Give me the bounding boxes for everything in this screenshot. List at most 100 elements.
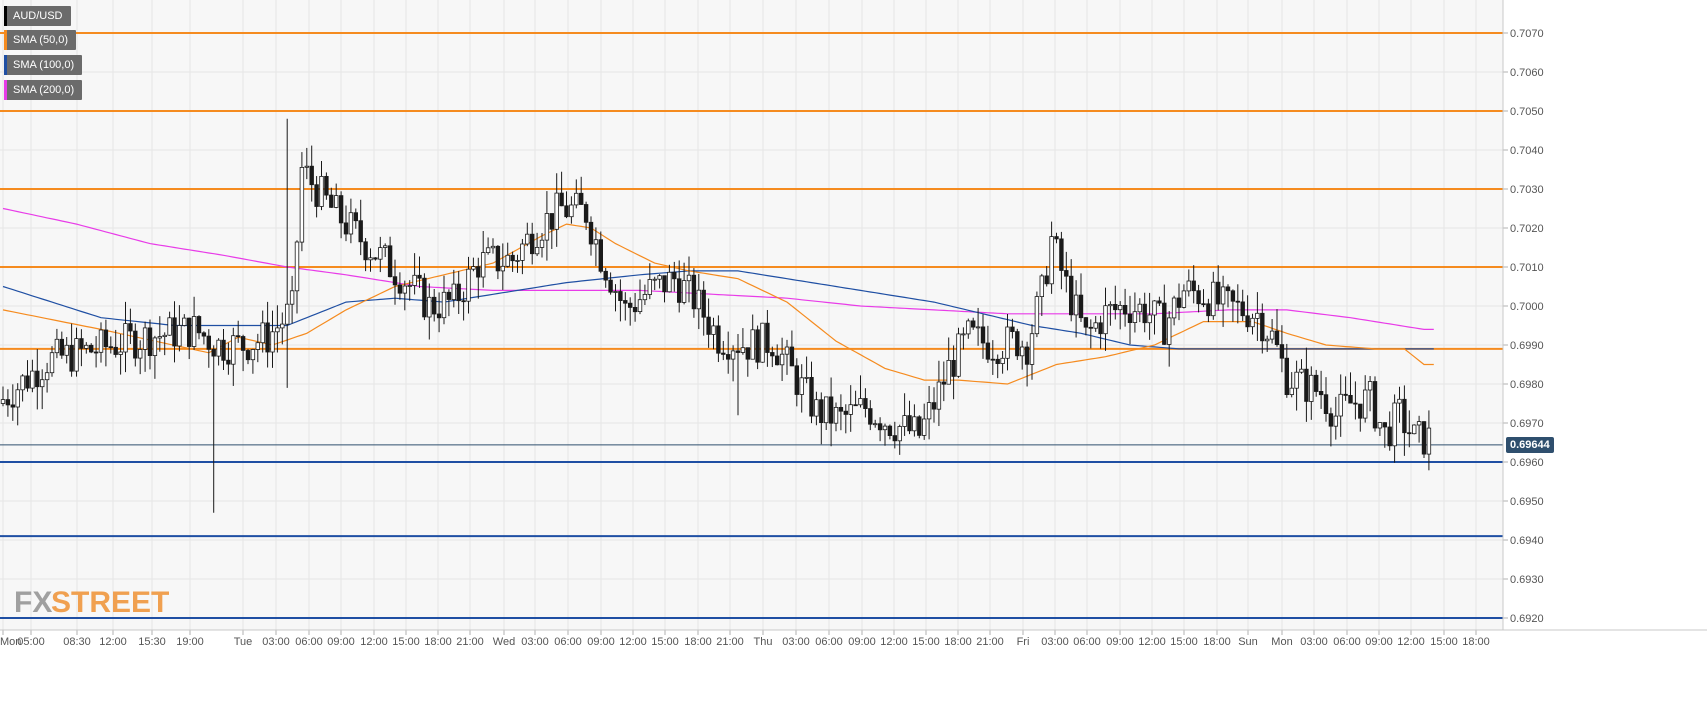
candle — [15, 383, 20, 426]
candle-body — [647, 279, 652, 295]
candle — [407, 280, 412, 301]
candle-body — [314, 184, 319, 207]
candle — [691, 268, 697, 318]
candle-body — [1176, 297, 1182, 308]
candle-body — [579, 192, 584, 205]
candle — [1078, 273, 1084, 322]
candle-body — [1010, 326, 1015, 332]
candle — [804, 356, 809, 384]
candle-body — [427, 296, 432, 318]
candle-body — [1122, 304, 1128, 315]
candle-body — [289, 290, 295, 305]
candle-body — [113, 346, 118, 355]
legend-item-sma-100[interactable]: SMA (100,0) — [4, 55, 83, 75]
x-tick-label: Sun — [1238, 636, 1258, 648]
candle-body — [5, 399, 11, 406]
candle — [461, 291, 466, 321]
candle-body — [598, 239, 603, 272]
candle-body — [882, 425, 888, 431]
candle-body — [407, 285, 412, 287]
candle-body — [422, 277, 427, 318]
candle — [677, 260, 682, 313]
candle-body — [1029, 333, 1035, 365]
candle — [1015, 328, 1020, 360]
candle — [1132, 292, 1138, 333]
candle — [172, 301, 177, 363]
candle — [275, 305, 280, 353]
candle-body — [1421, 421, 1427, 455]
candle — [1412, 424, 1417, 435]
candle — [1059, 231, 1064, 290]
candle-body — [191, 316, 197, 347]
candle-body — [677, 278, 682, 303]
candle — [1377, 422, 1383, 436]
x-tick-label: Wed — [493, 636, 515, 648]
candle — [260, 310, 265, 353]
candle — [363, 238, 368, 272]
candle — [858, 375, 863, 408]
candle-body — [1216, 281, 1221, 305]
candle-body — [1377, 422, 1383, 429]
candle — [446, 289, 452, 317]
candle — [500, 243, 505, 290]
candle — [657, 274, 662, 289]
candle — [1235, 284, 1240, 324]
legend-label: SMA (50,0) — [13, 34, 69, 46]
candle-body — [54, 338, 60, 354]
candle-body — [1372, 381, 1378, 429]
legend-item-sma-200[interactable]: SMA (200,0) — [4, 80, 83, 100]
candle — [912, 404, 917, 437]
candle-body — [1220, 286, 1226, 305]
candle — [917, 415, 922, 439]
candle — [1230, 289, 1236, 322]
candle-body — [216, 339, 221, 357]
legend-item-audusd[interactable]: AUD/USD — [4, 6, 71, 26]
candle — [706, 298, 711, 348]
candle-body — [814, 399, 819, 417]
candle-body — [564, 205, 569, 218]
x-tick-label: 06:00 — [1333, 636, 1361, 648]
legend-label: SMA (200,0) — [13, 84, 75, 96]
candle — [294, 240, 300, 314]
candle — [824, 396, 829, 431]
candle — [554, 173, 559, 247]
candle — [1318, 370, 1324, 409]
candle-body — [1250, 317, 1255, 328]
candle-body — [824, 396, 829, 424]
candle — [35, 349, 40, 410]
candle — [730, 345, 736, 382]
candle-body — [539, 239, 545, 248]
x-tick-label: 12:00 — [1397, 636, 1425, 648]
legend-label: AUD/USD — [13, 10, 63, 22]
candle — [221, 328, 226, 370]
candle-body — [1333, 415, 1338, 427]
candle-body — [966, 320, 971, 335]
candle-body — [931, 402, 937, 410]
candle-body — [167, 317, 172, 336]
x-tick-label: 12:00 — [1138, 636, 1166, 648]
candle — [304, 147, 309, 180]
candle — [1304, 347, 1309, 422]
candle — [333, 183, 339, 209]
candle — [877, 417, 883, 442]
legend-item-sma-50[interactable]: SMA (50,0) — [4, 30, 77, 50]
candle-body — [466, 268, 471, 302]
candle-body — [304, 165, 309, 168]
candle-body — [995, 358, 1000, 364]
candle-body — [1186, 280, 1191, 292]
candle — [995, 354, 1000, 379]
candle-body — [642, 293, 648, 301]
legend-swatch-sma-50 — [4, 30, 7, 50]
x-tick-label: 18:00 — [1203, 636, 1231, 648]
candle — [427, 283, 432, 340]
candle — [123, 301, 128, 373]
candle — [1020, 340, 1025, 370]
candle-body — [735, 350, 741, 353]
x-tick-label: 12:00 — [619, 636, 647, 648]
candle-body — [20, 375, 25, 391]
candle — [1240, 289, 1245, 321]
y-tick-label: 0.6970 — [1510, 418, 1544, 430]
candle — [637, 279, 643, 315]
candle-body — [1073, 294, 1079, 316]
